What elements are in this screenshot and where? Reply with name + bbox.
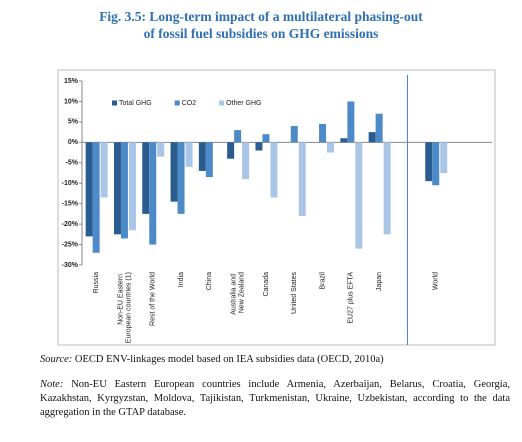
- x-tick-label-line: Australia and: [230, 272, 237, 315]
- bar: [383, 142, 391, 235]
- source: Source: OECD ENV-linkages model based on…: [40, 354, 510, 365]
- legend-swatch: [174, 100, 180, 106]
- bar: [227, 142, 235, 159]
- bar: [128, 142, 136, 231]
- x-tick-label: Canada: [263, 272, 270, 297]
- chart: -30% -25% -20% -15% -10% -5% 0% 5% 10% 15% Russia N…: [57, 69, 496, 346]
- legend-swatch: [219, 100, 225, 106]
- note-text: Non-EU Eastern European countries includ…: [40, 379, 511, 418]
- y-tick-label: -30%: [62, 262, 79, 269]
- x-tick-label: United States: [291, 272, 298, 315]
- y-tick-label: -10%: [62, 180, 79, 187]
- y-tick-label: 15%: [64, 78, 79, 85]
- bar: [375, 113, 383, 143]
- bar: [347, 101, 355, 143]
- bar: [432, 142, 440, 186]
- bar: [327, 142, 335, 153]
- bar: [340, 138, 348, 143]
- source-label: Source:: [40, 354, 73, 365]
- x-tick-label: EU27 plus EFTA: [348, 272, 355, 324]
- x-tick-label: Australia and New Zealand: [230, 272, 245, 315]
- bar: [290, 125, 298, 143]
- x-tick-label: World: [433, 272, 440, 290]
- source-text: OECD ENV-linkages model based on IEA sub…: [74, 354, 384, 365]
- bar: [205, 142, 213, 178]
- legend-label: CO2: [182, 100, 197, 107]
- bar: [85, 142, 93, 237]
- y-tick-label: 10%: [64, 98, 79, 105]
- bar: [120, 142, 128, 239]
- legend-swatch: [112, 100, 117, 106]
- bar: [100, 142, 108, 198]
- bar: [425, 142, 433, 182]
- bar: [142, 142, 150, 214]
- x-tick-label: Rest of the World: [150, 272, 157, 326]
- y-tick-label: 0%: [68, 139, 79, 146]
- chart-frame: [57, 69, 496, 346]
- chart-title: Fig. 3.5: Long-term impact of a multilat…: [0, 8, 522, 42]
- bar: [270, 142, 278, 198]
- bar: [198, 142, 206, 171]
- bar: [177, 142, 185, 214]
- x-tick-label: India: [178, 272, 185, 287]
- bar: [319, 123, 327, 143]
- x-tick-label-line: New Zealand: [238, 272, 245, 313]
- bar: [368, 132, 376, 143]
- x-tick-label-line: Non-EU Eastern: [117, 272, 124, 325]
- x-tick-label: Russia: [93, 272, 100, 294]
- bar: [149, 142, 157, 245]
- bar: [92, 142, 100, 253]
- title-line: of fossil fuel subsidies on GHG emission…: [143, 26, 379, 41]
- x-tick-label: Brazil: [319, 272, 326, 290]
- y-tick-label: -15%: [62, 201, 79, 208]
- bar: [355, 142, 363, 249]
- bar: [298, 142, 306, 216]
- y-tick-label: -25%: [62, 241, 79, 248]
- y-tick-label: 5%: [68, 119, 79, 126]
- bar: [234, 130, 242, 143]
- bar: [157, 142, 165, 157]
- note: Note: Non-EU Eastern European countries …: [40, 378, 510, 420]
- bar: [440, 142, 448, 173]
- y-tick-label: -5%: [66, 160, 79, 167]
- bar: [113, 142, 121, 235]
- bar: [185, 142, 193, 167]
- x-tick-label-line: European countries (1): [125, 272, 132, 343]
- x-tick-label: China: [206, 272, 213, 290]
- x-tick-label: Non-EU Eastern European countries (1): [117, 272, 132, 343]
- bar: [242, 142, 250, 180]
- bar: [170, 142, 178, 202]
- x-tick-label: Japan: [376, 272, 383, 291]
- legend-label: Total GHG: [119, 100, 152, 107]
- bar: [255, 142, 263, 151]
- title-line: Fig. 3.5: Long-term impact of a multilat…: [99, 9, 423, 24]
- bar: [262, 134, 270, 143]
- y-tick-label: -20%: [62, 221, 79, 228]
- legend-label: Other GHG: [226, 100, 261, 107]
- note-label: Note:: [40, 379, 64, 390]
